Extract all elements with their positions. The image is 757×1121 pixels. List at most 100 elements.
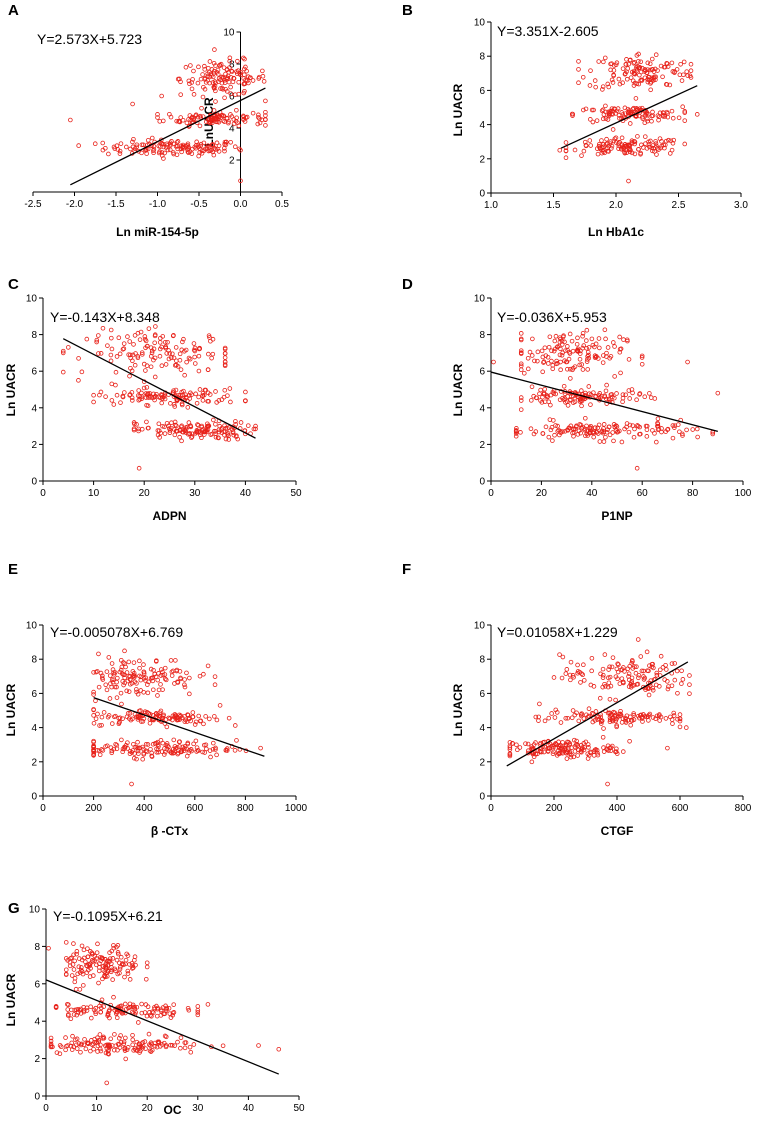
x-tick-label: 20 bbox=[142, 1103, 154, 1114]
data-point bbox=[194, 401, 200, 406]
data-point bbox=[131, 342, 136, 347]
data-point bbox=[106, 713, 112, 718]
data-point bbox=[218, 61, 224, 67]
data-point bbox=[642, 67, 648, 72]
data-point bbox=[211, 417, 216, 423]
data-point bbox=[187, 149, 193, 154]
data-point bbox=[217, 703, 223, 708]
data-point bbox=[70, 962, 76, 967]
data-point bbox=[183, 1040, 189, 1045]
data-point bbox=[116, 951, 121, 957]
data-point bbox=[629, 150, 635, 156]
data-point bbox=[681, 59, 687, 65]
data-point bbox=[159, 93, 164, 99]
data-point bbox=[563, 744, 568, 749]
data-point bbox=[654, 439, 659, 445]
data-point bbox=[84, 963, 90, 969]
data-point bbox=[89, 951, 95, 957]
data-point bbox=[174, 118, 179, 124]
regression-equation: Y=3.351X-2.605 bbox=[497, 23, 599, 39]
data-point bbox=[648, 67, 653, 73]
data-point bbox=[632, 80, 638, 86]
y-tick-label: 8 bbox=[229, 60, 235, 71]
data-point bbox=[209, 355, 214, 361]
data-point bbox=[662, 142, 668, 148]
data-point bbox=[645, 118, 650, 124]
data-point bbox=[632, 426, 637, 432]
data-point bbox=[98, 1048, 104, 1054]
data-point bbox=[65, 1002, 70, 1007]
data-point bbox=[597, 695, 603, 701]
data-point bbox=[155, 1039, 161, 1045]
data-point bbox=[149, 675, 155, 681]
x-tick-label: 10 bbox=[88, 488, 100, 499]
data-point bbox=[222, 146, 227, 151]
data-point bbox=[654, 672, 660, 678]
data-point bbox=[528, 426, 534, 432]
y-tick-label: 10 bbox=[26, 294, 38, 305]
data-point bbox=[158, 682, 163, 687]
data-point bbox=[141, 750, 146, 756]
data-point bbox=[109, 721, 115, 726]
data-point bbox=[172, 404, 178, 409]
data-point bbox=[563, 671, 569, 676]
data-point bbox=[107, 959, 113, 964]
data-point bbox=[203, 742, 209, 748]
data-point bbox=[224, 748, 230, 753]
data-point bbox=[214, 752, 219, 758]
y-tick-label: 2 bbox=[31, 757, 37, 768]
data-point bbox=[213, 389, 218, 394]
data-point bbox=[189, 86, 195, 92]
data-point bbox=[518, 351, 524, 356]
data-point bbox=[518, 367, 524, 373]
data-point bbox=[81, 1008, 87, 1013]
data-point bbox=[118, 141, 124, 146]
data-point bbox=[213, 99, 218, 104]
data-point bbox=[564, 750, 570, 756]
data-point bbox=[201, 721, 206, 727]
data-point bbox=[610, 716, 615, 721]
regression-equation: Y=-0.1095X+6.21 bbox=[53, 908, 163, 924]
data-point bbox=[74, 951, 79, 957]
data-point bbox=[175, 717, 181, 722]
data-point bbox=[608, 139, 613, 144]
data-point bbox=[201, 671, 206, 677]
data-point bbox=[617, 140, 623, 145]
data-point bbox=[631, 434, 637, 440]
data-point bbox=[601, 426, 606, 431]
data-point bbox=[605, 781, 610, 787]
data-point bbox=[81, 947, 87, 953]
data-point bbox=[650, 148, 655, 154]
scatter-points bbox=[46, 940, 282, 1086]
data-point bbox=[145, 690, 151, 696]
data-point bbox=[198, 430, 203, 435]
data-point bbox=[632, 151, 638, 157]
data-point bbox=[74, 1042, 79, 1048]
data-point bbox=[119, 701, 124, 707]
y-axis-label: Ln UACR bbox=[4, 683, 18, 736]
data-point bbox=[130, 669, 136, 674]
data-point bbox=[222, 362, 228, 367]
x-tick-label: 10 bbox=[91, 1103, 103, 1114]
data-point bbox=[617, 81, 623, 87]
data-point bbox=[174, 717, 180, 723]
x-tick-label: 0.0 bbox=[234, 199, 248, 210]
data-point bbox=[155, 115, 160, 120]
data-point bbox=[255, 121, 261, 127]
data-point bbox=[650, 113, 656, 118]
data-point bbox=[143, 368, 148, 373]
data-point bbox=[159, 153, 165, 158]
data-point bbox=[671, 710, 677, 716]
data-point bbox=[106, 1051, 111, 1057]
data-point bbox=[570, 430, 575, 436]
data-point bbox=[653, 52, 659, 58]
data-point bbox=[162, 339, 168, 345]
data-point bbox=[567, 351, 573, 356]
data-point bbox=[620, 66, 626, 71]
data-point bbox=[576, 67, 581, 72]
data-point bbox=[205, 367, 211, 372]
data-point bbox=[196, 353, 202, 359]
y-tick-label: 6 bbox=[479, 689, 485, 700]
regression-line bbox=[45, 979, 280, 1075]
